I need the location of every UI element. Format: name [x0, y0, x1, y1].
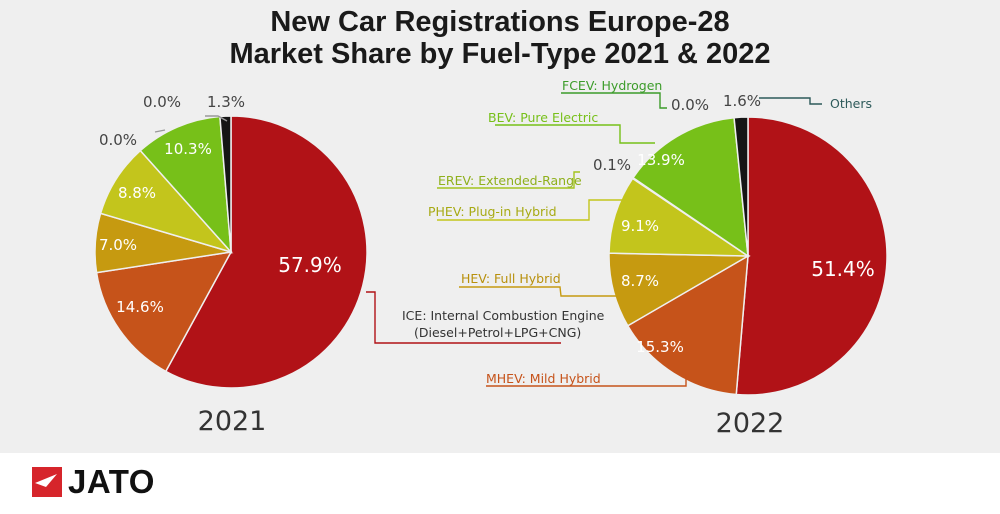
jato-logo-text: JATO — [68, 463, 155, 500]
callout-line-6 — [437, 171, 580, 189]
slice-2021-mhev — [95, 251, 233, 373]
callout-line-0 — [205, 115, 228, 122]
data-label-2022-others: 1.6% — [723, 92, 761, 110]
annotation-fcev: FCEV: Hydrogen — [562, 78, 662, 93]
data-label-2021-others: 1.3% — [207, 93, 245, 111]
data-label-2022-erev: 0.1% — [593, 156, 631, 174]
data-label-2021-phev: 8.8% — [118, 184, 156, 202]
chart-title-line2: Market Share by Fuel-Type 2021 & 2022 — [229, 38, 770, 70]
slice-2021-bev — [139, 115, 232, 255]
callout-line-9 — [486, 374, 687, 387]
slice-2022-bev — [632, 116, 749, 258]
callout-line-8 — [459, 286, 624, 297]
data-label-2021-erev: 0.0% — [99, 131, 137, 149]
data-label-2021-bev: 10.3% — [164, 140, 212, 158]
annotation-ice-0: ICE: Internal Combustion Engine — [402, 308, 605, 323]
year-label-2022: 2022 — [716, 408, 785, 439]
data-label-2022-hev: 8.7% — [621, 272, 659, 290]
pie-2022: 51.4% 15.3% 8.7% 9.1% 0.1% 13.9% 0.0% 1.6% — [593, 92, 888, 396]
callout-line-4 — [561, 92, 667, 109]
annotation-others: Others — [830, 96, 872, 111]
data-label-2022-fcev: 0.0% — [671, 96, 709, 114]
slice-2022-mhev — [626, 254, 749, 396]
callout-line-7 — [437, 199, 625, 221]
pie-charts: New Car Registrations Europe-28 Market S… — [94, 6, 888, 439]
pie-2021: 57.9% 14.6% 7.0% 8.8% 0.0% 10.3% 0.0% 1.3% — [94, 93, 368, 389]
slice-2022-phev — [608, 177, 751, 257]
data-label-2021-hev: 7.0% — [99, 236, 137, 254]
data-label-2021-mhev: 14.6% — [116, 298, 164, 316]
chart-title-line1: New Car Registrations Europe-28 — [270, 6, 729, 38]
data-label-2022-ice: 51.4% — [811, 257, 875, 281]
data-label-2022-phev: 9.1% — [621, 217, 659, 235]
data-label-2021-ice: 57.9% — [278, 253, 342, 277]
data-label-2022-mhev: 15.3% — [636, 338, 684, 356]
footer: JATO — [0, 453, 1000, 514]
annotation-mhev: MHEV: Mild Hybrid — [486, 371, 601, 386]
slice-2022-others — [733, 116, 749, 257]
slice-2021-ice — [164, 115, 368, 389]
data-label-2022-bev: 13.9% — [637, 151, 685, 169]
callouts: ICE: Internal Combustion Engine (Diesel+P… — [154, 78, 872, 387]
annotation-ice-1: (Diesel+Petrol+LPG+CNG) — [414, 325, 581, 340]
annotation-bev: BEV: Pure Electric — [488, 110, 598, 125]
annotation-phev: PHEV: Plug-in Hybrid — [428, 204, 557, 219]
callout-line-5 — [495, 124, 655, 144]
callout-line-3 — [759, 97, 822, 105]
callout-line-2 — [366, 291, 561, 344]
annotation-hev: HEV: Full Hybrid — [461, 271, 561, 286]
callout-line-1 — [154, 129, 166, 133]
data-label-2021-fcev: 0.0% — [143, 93, 181, 111]
slice-2022-ice — [735, 116, 888, 396]
jato-logo-mark — [32, 467, 62, 497]
year-label-2021: 2021 — [198, 406, 267, 437]
jato-arrow-icon — [35, 474, 57, 487]
annotation-erev: EREV: Extended-Range — [438, 173, 582, 188]
